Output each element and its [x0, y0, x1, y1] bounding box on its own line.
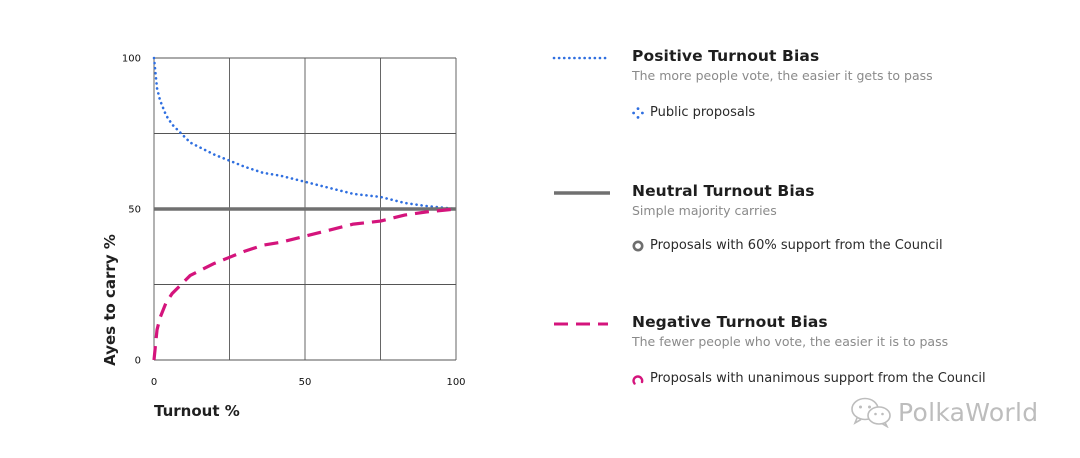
- x-axis-label: Turnout %: [154, 402, 240, 420]
- dashed-line-swatch-icon: [554, 322, 608, 326]
- legend-neutral: Neutral Turnout Bias Simple majority car…: [552, 182, 1022, 253]
- legend-neutral-title: Neutral Turnout Bias: [632, 182, 815, 200]
- y-tick-label: 100: [122, 54, 141, 65]
- watermark-text: PolkaWorld: [898, 397, 1039, 427]
- wechat-icon: [851, 397, 891, 428]
- legend-positive-example-text: Public proposals: [650, 105, 756, 120]
- series-line-dotted: [152, 56, 458, 211]
- legend-positive: Positive Turnout Bias The more people vo…: [552, 47, 1022, 120]
- legend-positive-example: Public proposals: [632, 105, 755, 120]
- x-tick-label: 50: [299, 377, 312, 388]
- dotted-line-swatch-icon: [552, 56, 610, 60]
- legend-negative-example: Proposals with unanimous support from th…: [632, 371, 986, 386]
- chart-series: [152, 56, 458, 361]
- legend-neutral-example: Proposals with 60% support from the Coun…: [632, 238, 943, 253]
- solid-line-swatch-icon: [554, 191, 610, 195]
- y-tick-label: 50: [128, 205, 141, 216]
- x-tick-label: 0: [151, 377, 157, 388]
- y-axis-label: Ayes to carry %: [101, 234, 119, 366]
- legend-positive-title: Positive Turnout Bias: [632, 47, 820, 65]
- legend-neutral-description: Simple majority carries: [632, 203, 777, 218]
- y-tick-label: 0: [135, 356, 141, 367]
- legend-negative-example-text: Proposals with unanimous support from th…: [650, 371, 986, 386]
- legend-negative-description: The fewer people who vote, the easier it…: [632, 334, 949, 349]
- turnout-bias-chart: 0 50 100 0 50 100 Turnout % Ayes to carry %: [101, 54, 466, 421]
- legend-positive-description: The more people vote, the easier it gets…: [632, 68, 933, 83]
- legend-negative-title: Negative Turnout Bias: [632, 313, 828, 331]
- series-line-dashed: [152, 207, 457, 361]
- legend-negative: Negative Turnout Bias The fewer people w…: [552, 313, 1022, 386]
- x-tick-label: 100: [446, 377, 465, 388]
- watermark: PolkaWorld: [850, 396, 1038, 428]
- dotted-diamond-icon: [632, 106, 644, 119]
- chart-ticks: 0 50 100 0 50 100: [122, 54, 466, 389]
- ring-icon: [632, 240, 644, 251]
- legend-neutral-example-text: Proposals with 60% support from the Coun…: [650, 238, 943, 253]
- arc-icon: [632, 374, 644, 385]
